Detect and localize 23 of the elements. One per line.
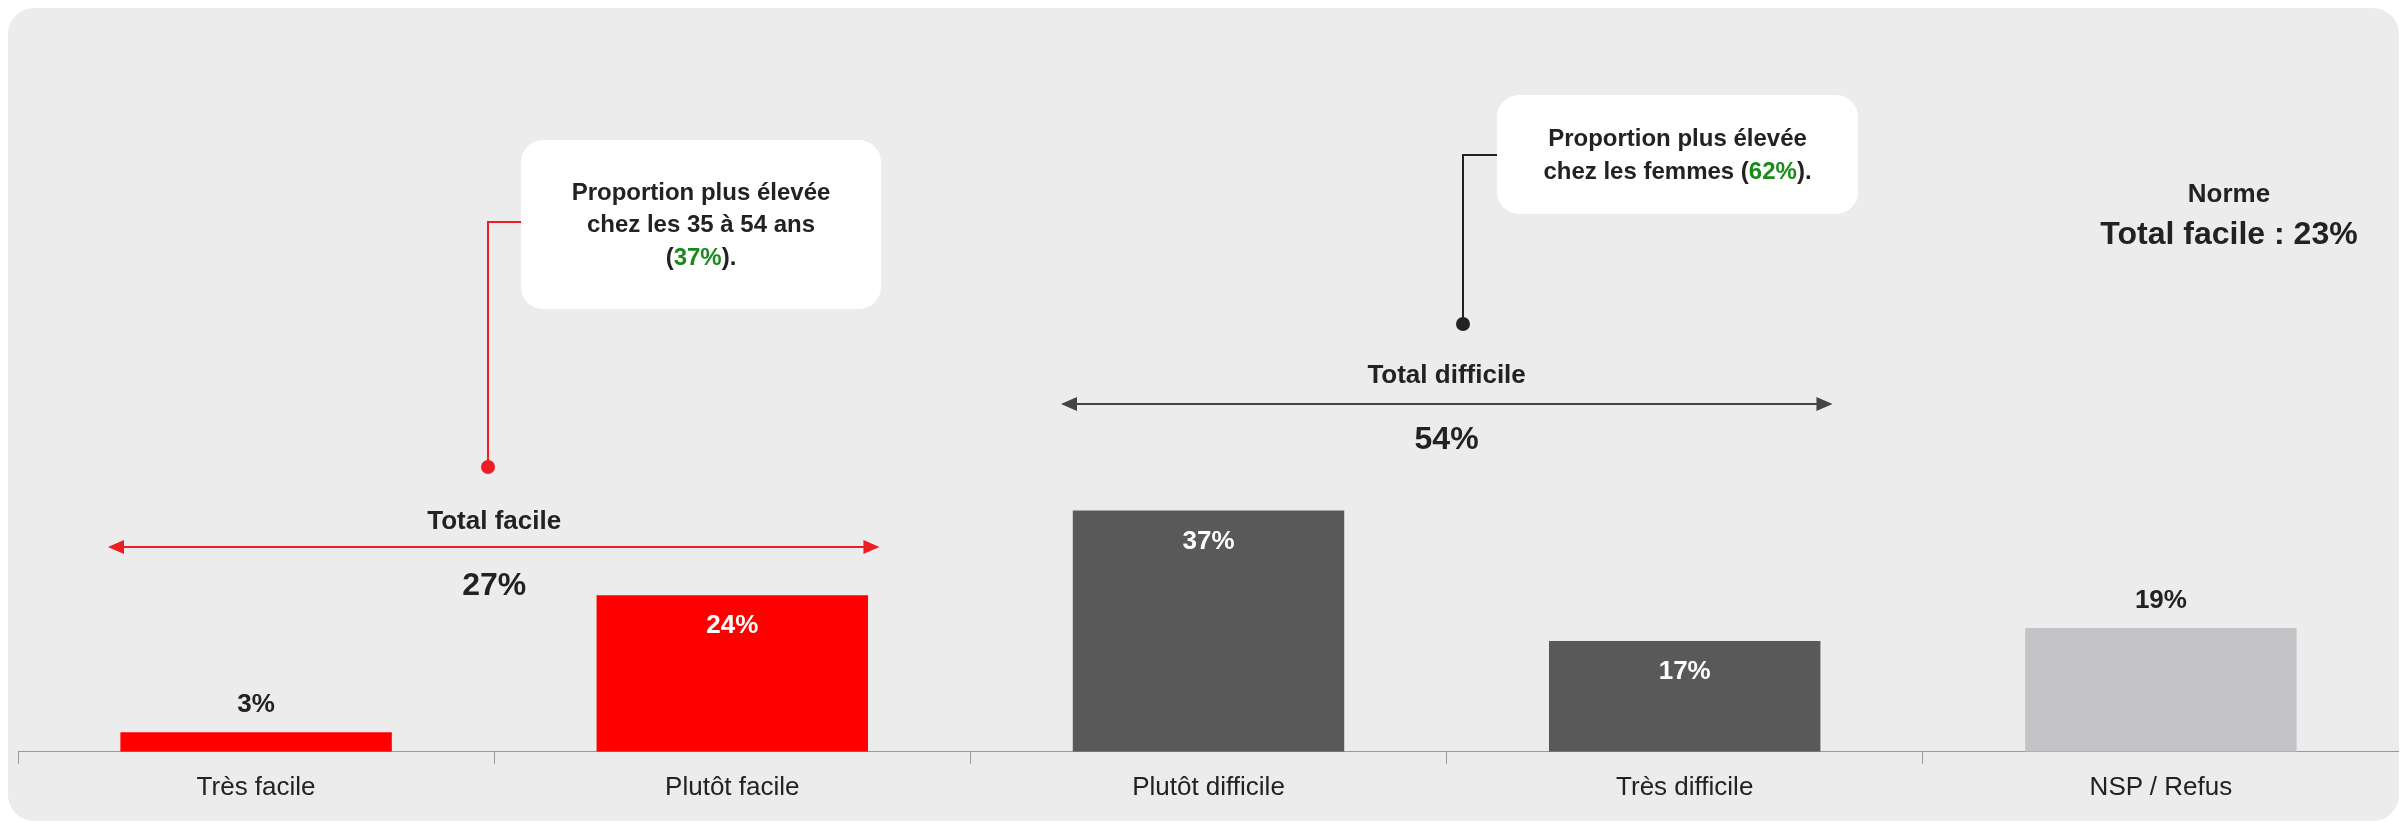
- data-label: 24%: [706, 609, 759, 640]
- bar: [2025, 627, 2297, 752]
- text: Total difficile: [1366, 359, 1527, 390]
- text: 54%: [1413, 420, 1480, 457]
- text: Norme: [2186, 178, 2272, 209]
- bar: [120, 732, 392, 752]
- x-tick-label: NSP / Refus: [2089, 770, 2233, 801]
- data-label: 19%: [2134, 584, 2187, 615]
- text: Total facile : 23%: [2099, 215, 2359, 252]
- text: Proportion plus élevée chez les 35 à 54 ans (37%).: [570, 176, 832, 272]
- x-tick-label: Très facile: [196, 770, 316, 801]
- bar: [1072, 510, 1345, 752]
- text: Proportion plus élevée chez les femmes (62%).: [1542, 123, 1813, 186]
- bar: [596, 595, 869, 752]
- data-label: 17%: [1658, 655, 1711, 686]
- x-tick-label: Très difficile: [1616, 770, 1754, 801]
- x-tick-label: Plutôt difficile: [1132, 770, 1285, 801]
- x-tick-label: Plutôt facile: [665, 770, 800, 801]
- annotation: Total facile: [426, 505, 563, 536]
- data-label: 37%: [1182, 524, 1235, 555]
- bar: [1548, 640, 1821, 752]
- data-label: 3%: [237, 688, 275, 719]
- annotation: 27%: [461, 566, 528, 603]
